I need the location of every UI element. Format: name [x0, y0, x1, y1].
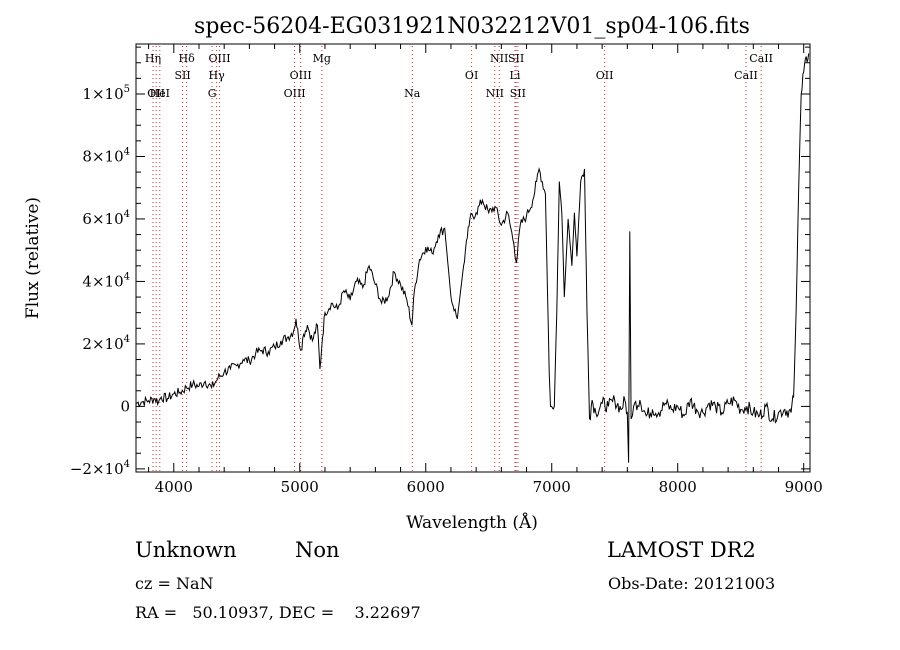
x-axis: 4000 5000 6000 7000 8000 9000: [148, 44, 823, 496]
spectral-line-label: CaII: [734, 69, 758, 82]
spectral-line-label: Hγ: [209, 69, 226, 82]
x-tick-label: 7000: [533, 478, 571, 496]
spectral-line-label: NII: [486, 87, 504, 100]
spectral-line-label: HeI: [150, 87, 170, 100]
spectral-line-label: Hη: [145, 52, 161, 65]
y-axis-label: Flux (relative): [23, 197, 43, 319]
x-tick-label: 9000: [785, 478, 823, 496]
y-tick-label: 1×105: [82, 84, 130, 103]
coordinates: RA = 50.10937, DEC = 3.22697: [135, 603, 421, 622]
spectral-line-label: OIII: [290, 69, 312, 82]
y-tick-label: 6×104: [82, 209, 130, 228]
y-tick-label: −2×104: [70, 459, 130, 478]
chart-title: spec-56204-EG031921N032212V01_sp04-106.f…: [194, 14, 750, 39]
spectrum-line: [135, 53, 810, 463]
y-tick-label: 2×104: [82, 334, 130, 353]
y-tick-mantissa: 1×10: [82, 85, 123, 103]
y-tick-mantissa: 4×10: [82, 272, 123, 290]
y-tick-label: 8×104: [82, 146, 130, 165]
y-tick-exponent: 4: [124, 459, 130, 470]
y-tick-mantissa: 0: [120, 397, 130, 415]
y-tick-mantissa: 2×10: [82, 335, 123, 353]
y-tick-label: 0: [120, 397, 130, 415]
object-class: Unknown: [135, 538, 237, 562]
spectral-line-label: CaII: [749, 52, 773, 65]
line-markers: [152, 46, 762, 472]
x-tick-label: 8000: [659, 478, 697, 496]
survey-name: LAMOST DR2: [607, 538, 756, 562]
spectral-line-label: Hδ: [179, 52, 196, 65]
spectral-line-label: OIII: [284, 87, 306, 100]
spectral-line-label: G: [208, 87, 217, 100]
y-tick-exponent: 4: [124, 146, 130, 157]
spectral-line-label: SII: [510, 87, 526, 100]
x-tick-label: 5000: [281, 478, 319, 496]
plot-frame: [135, 43, 811, 473]
spectral-line-label: OI: [465, 69, 478, 82]
spectral-line-label: OIII: [208, 52, 230, 65]
x-tick-label: 6000: [407, 478, 445, 496]
y-tick-mantissa: −2×10: [70, 460, 124, 478]
y-tick-exponent: 5: [124, 84, 130, 95]
x-axis-label: Wavelength (Å): [406, 512, 538, 533]
spectral-line-label: OII: [147, 87, 165, 100]
y-tick-mantissa: 8×10: [82, 147, 123, 165]
y-tick-mantissa: 6×10: [82, 210, 123, 228]
spectral-line-label: OII: [596, 69, 614, 82]
spectral-line-label: Na: [404, 87, 421, 100]
spectral-line-label: Li: [510, 69, 521, 82]
y-tick-exponent: 4: [124, 209, 130, 220]
object-subclass: Non: [295, 538, 340, 562]
y-tick-exponent: 4: [124, 271, 130, 282]
redshift-cz: cz = NaN: [135, 574, 214, 593]
spectral-line-label: Mg: [313, 52, 331, 65]
spectral-line-label: NII: [490, 52, 508, 65]
y-tick-label: 4×104: [82, 271, 130, 290]
x-tick-label: 4000: [155, 478, 193, 496]
spectral-line-label: SII: [174, 69, 190, 82]
y-tick-exponent: 4: [124, 334, 130, 345]
line-labels: HηHeIOIISIIHδGHγOIIIOIIIOIIIMgNaOINIINII…: [145, 52, 773, 100]
observation-date: Obs-Date: 20121003: [608, 574, 776, 593]
spectral-line-label: SII: [508, 52, 524, 65]
